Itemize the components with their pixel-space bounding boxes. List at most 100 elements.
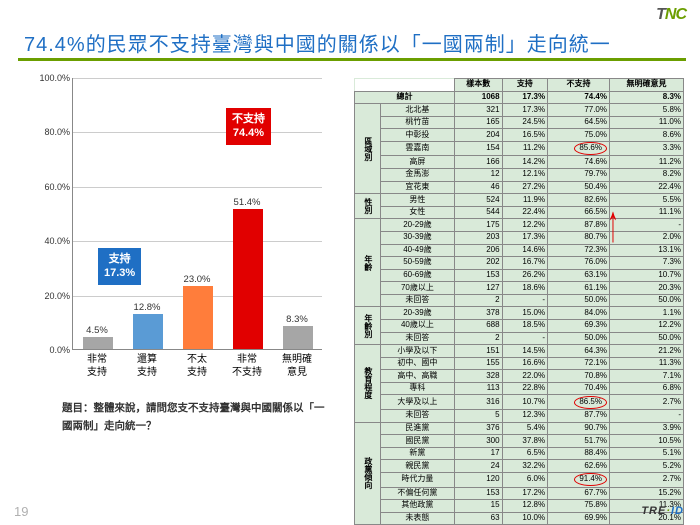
chart-plot-area [72,78,322,350]
row-label: 高屏 [380,156,454,169]
data-cell: 175 [454,219,502,232]
data-cell: - [502,294,548,307]
totals-cell: 17.3% [502,91,548,104]
bar [83,337,113,349]
totals-cell: 74.4% [548,91,610,104]
data-cell: 85.6% [548,141,610,156]
data-cell: 72.1% [548,357,610,370]
row-label: 未回答 [380,294,454,307]
data-cell: 15 [454,500,502,513]
data-cell: 17.2% [502,487,548,500]
data-cell: 5.2% [610,460,684,473]
y-axis-label: 60.0% [44,182,70,192]
data-cell: 203 [454,231,502,244]
title-underline [18,58,686,61]
page-title: 74.4%的民眾不支持臺灣與中國的關係以「一國兩制」走向統一 [24,28,611,57]
row-label: 高中、高職 [380,370,454,383]
group-label: 教育程度 [355,345,381,422]
group-label: 區域別 [355,104,381,194]
data-cell: 62.6% [548,460,610,473]
data-cell: 26.2% [502,269,548,282]
logo-part2: NC [665,6,686,23]
data-cell: 64.3% [548,345,610,358]
data-cell: 32.2% [502,460,548,473]
data-cell: 202 [454,257,502,270]
data-cell: 378 [454,307,502,320]
data-cell: 6.0% [502,472,548,487]
data-cell: 64.5% [548,116,610,129]
bar-value-label: 23.0% [175,274,219,285]
data-cell: 50.0% [610,332,684,345]
question-text: 題目：整體來說，請問您支不支持臺灣與中國關係以「一國兩制」走向統一？ [62,400,326,436]
row-label: 桃竹苗 [380,116,454,129]
data-cell: 376 [454,422,502,435]
data-cell: 1.1% [610,307,684,320]
table-header: 不支持 [548,79,610,92]
data-cell: 17.3% [502,104,548,117]
data-cell: 206 [454,244,502,257]
bar [133,314,163,349]
data-cell: 151 [454,345,502,358]
data-cell: 11.9% [502,194,548,207]
row-label: 70歲以上 [380,282,454,295]
gridline [73,132,322,133]
page-number: 19 [14,504,28,519]
data-cell: 300 [454,435,502,448]
data-cell: 11.3% [610,357,684,370]
row-label: 雲嘉南 [380,141,454,156]
callout-support: 支持17.3% [98,248,141,285]
data-cell: 27.2% [502,181,548,194]
data-cell: 11.1% [610,206,684,219]
row-label: 男性 [380,194,454,207]
data-cell: 63.1% [548,269,610,282]
row-label: 初中、國中 [380,357,454,370]
data-cell: 10.0% [502,512,548,525]
row-label: 小學及以下 [380,345,454,358]
data-cell: 2 [454,294,502,307]
data-cell: 120 [454,472,502,487]
data-cell: 14.5% [502,345,548,358]
data-cell: 77.0% [548,104,610,117]
data-cell: 16.5% [502,129,548,142]
row-label: 中彰投 [380,129,454,142]
y-axis-label: 20.0% [44,291,70,301]
row-label: 女性 [380,206,454,219]
row-label: 不偏任何黨 [380,487,454,500]
row-label: 專科 [380,382,454,395]
row-label: 北北基 [380,104,454,117]
data-cell: 5.8% [610,104,684,117]
data-cell: 50.4% [548,181,610,194]
group-label: 年齡別 [355,307,381,345]
group-label: 政黨傾向 [355,422,381,525]
data-cell: 46 [454,181,502,194]
logo: TNC [656,6,686,24]
data-cell: 74.6% [548,156,610,169]
data-cell: 22.4% [610,181,684,194]
data-cell: 12.2% [610,319,684,332]
x-axis-label: 不太支持 [175,354,219,379]
data-cell: 50.0% [610,294,684,307]
bar [183,286,213,349]
totals-cell: 8.3% [610,91,684,104]
data-cell: 2.7% [610,395,684,410]
y-axis-label: 0.0% [49,345,70,355]
data-cell: 3.9% [610,422,684,435]
table-header: 樣本數 [454,79,502,92]
data-cell: 5.1% [610,447,684,460]
data-cell: 13.1% [610,244,684,257]
data-cell: 90.7% [548,422,610,435]
data-cell: 22.8% [502,382,548,395]
data-cell: 2.7% [610,472,684,487]
y-axis-label: 40.0% [44,236,70,246]
data-cell: 155 [454,357,502,370]
data-cell: 524 [454,194,502,207]
data-cell: 165 [454,116,502,129]
data-cell: 2 [454,332,502,345]
table-header: 無明確意見 [610,79,684,92]
row-label: 未回答 [380,332,454,345]
bar-chart: 0.0%20.0%40.0%60.0%80.0%100.0%4.5%非常支持12… [34,78,324,378]
x-axis-label: 無明確意見 [275,354,319,379]
bar-value-label: 51.4% [225,197,269,208]
x-axis-label: 還算支持 [125,354,169,379]
data-cell: 61.1% [548,282,610,295]
